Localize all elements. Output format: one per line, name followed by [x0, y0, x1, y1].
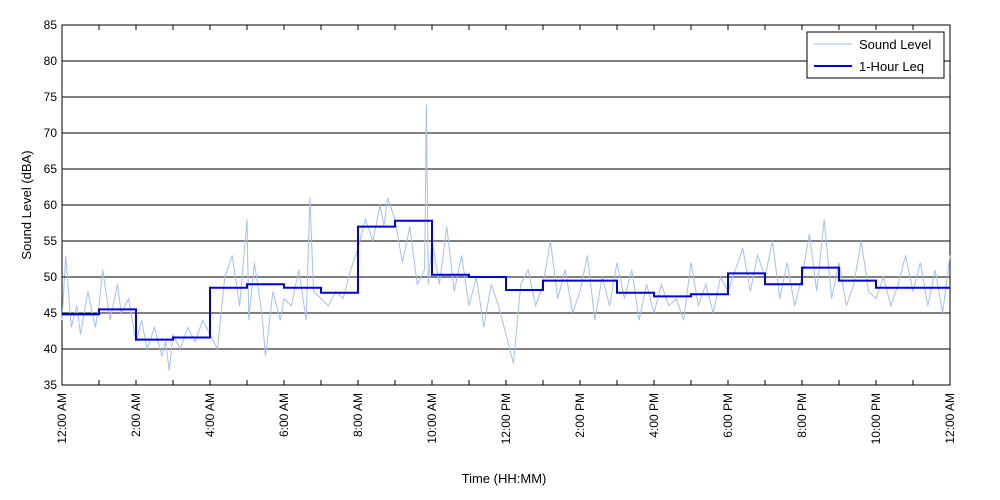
x-tick-label: 8:00 AM: [351, 393, 365, 437]
x-tick-label: 8:00 PM: [795, 393, 809, 438]
legend-box: [806, 31, 945, 79]
y-tick-label: 60: [44, 198, 58, 212]
x-tick-label: 4:00 PM: [647, 393, 661, 438]
y-axis: 35 40 45 50 55 60 65 70 75 80 85: [44, 18, 67, 392]
y-tick-label: 45: [44, 306, 58, 320]
x-tick-label: 4:00 AM: [203, 393, 217, 437]
x-tick-label: 6:00 PM: [721, 393, 735, 438]
x-tick-label: 12:00 PM: [499, 393, 513, 444]
series-1-hour-leq: [62, 219, 950, 341]
series-layer: [61, 104, 951, 371]
legend: Sound Level 1-Hour Leq: [806, 31, 945, 79]
y-tick-label: 40: [44, 342, 58, 356]
y-tick-label: 75: [44, 90, 58, 104]
x-tick-label: 12:00 AM: [943, 393, 957, 444]
y-tick-label: 85: [44, 18, 58, 32]
y-tick-label: 35: [44, 378, 58, 392]
x-tick-label: 2:00 AM: [129, 393, 143, 437]
x-tick-label: 2:00 PM: [573, 393, 587, 438]
legend-label-leq: 1-Hour Leq: [859, 59, 924, 74]
y-tick-label: 80: [44, 54, 58, 68]
x-tick-label: 10:00 AM: [425, 393, 439, 444]
y-tick-label: 55: [44, 234, 58, 248]
y-tick-label: 50: [44, 270, 58, 284]
x-axis: 12:00 AM 2:00 AM 4:00 AM 6:00 AM 8:00 AM 10:0…: [55, 25, 957, 444]
series-sound-level: [61, 104, 951, 371]
x-tick-label: 6:00 AM: [277, 393, 291, 437]
y-tick-label: 65: [44, 162, 58, 176]
legend-label-sound-level: Sound Level: [859, 37, 931, 52]
x-tick-label: 10:00 PM: [869, 393, 883, 444]
y-axis-label: Sound Level (dBA): [19, 150, 34, 259]
y-tick-label: 70: [44, 126, 58, 140]
x-tick-label: 12:00 AM: [55, 393, 69, 444]
x-axis-label: Time (HH:MM): [462, 471, 547, 486]
